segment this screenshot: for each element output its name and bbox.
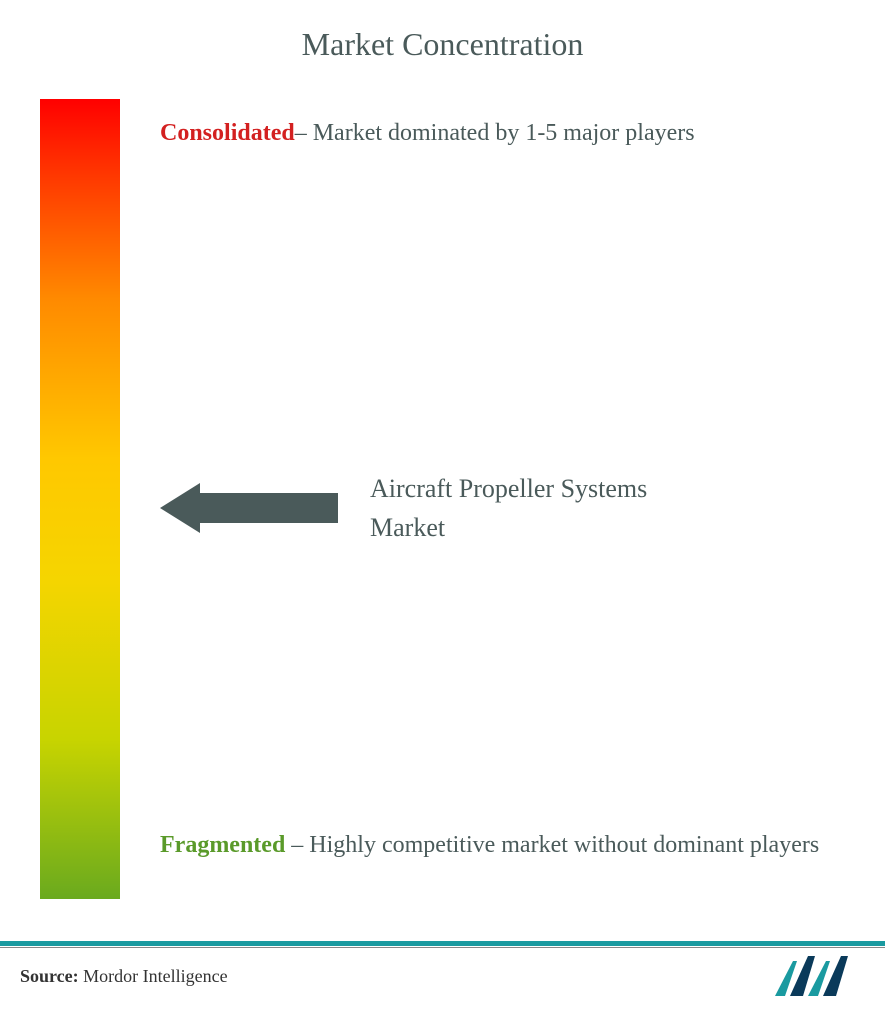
fragmented-label: Fragmented – Highly competitive market w… — [160, 823, 835, 869]
brand-logo-icon — [775, 956, 865, 996]
source-value: Mordor Intelligence — [83, 966, 227, 986]
content-area: Consolidated– Market dominated by 1-5 ma… — [30, 99, 855, 919]
footer-content: Source: Mordor Intelligence — [0, 948, 885, 996]
footer: Source: Mordor Intelligence — [0, 941, 885, 1011]
consolidated-text: – Market dominated by 1-5 major players — [295, 120, 695, 146]
text-area: Consolidated– Market dominated by 1-5 ma… — [160, 99, 835, 899]
fragmented-strong: Fragmented — [160, 832, 285, 858]
consolidated-label: Consolidated– Market dominated by 1-5 ma… — [160, 111, 835, 157]
infographic-container: Market Concentration Consolidated– Marke… — [0, 0, 885, 1011]
market-name: Aircraft Propeller Systems Market — [370, 469, 650, 547]
source-label: Source: — [20, 966, 79, 986]
consolidated-strong: Consolidated — [160, 120, 295, 146]
gradient-scale — [40, 99, 120, 899]
arrow-left-icon — [160, 493, 340, 523]
market-marker: Aircraft Propeller Systems Market — [160, 469, 650, 547]
source-attribution: Source: Mordor Intelligence — [20, 966, 228, 987]
page-title: Market Concentration — [30, 26, 855, 63]
footer-divider — [0, 941, 885, 946]
fragmented-text: – Highly competitive market without domi… — [285, 832, 819, 858]
